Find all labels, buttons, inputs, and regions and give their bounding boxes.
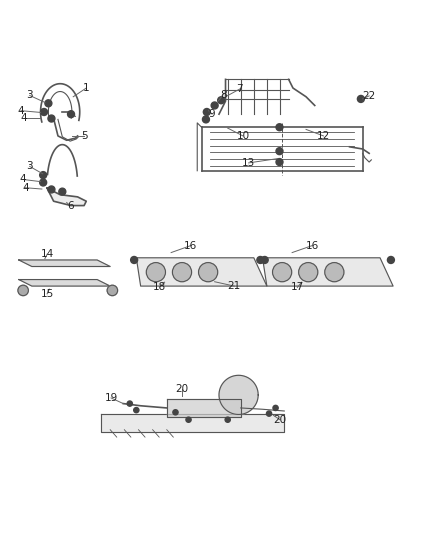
Text: 14: 14 (40, 249, 54, 260)
Text: 10: 10 (237, 131, 250, 141)
Text: 4: 4 (22, 183, 28, 193)
Text: 9: 9 (209, 109, 215, 119)
Circle shape (202, 116, 209, 123)
Circle shape (203, 109, 210, 116)
Text: 4: 4 (21, 112, 27, 123)
Circle shape (40, 172, 47, 179)
Circle shape (18, 285, 28, 296)
Circle shape (131, 256, 138, 263)
Text: 16: 16 (306, 240, 319, 251)
Circle shape (272, 263, 292, 282)
Circle shape (107, 285, 117, 296)
Circle shape (48, 186, 55, 193)
Text: 16: 16 (184, 240, 198, 251)
Text: 20: 20 (176, 384, 189, 394)
Circle shape (276, 148, 283, 155)
Polygon shape (262, 258, 393, 286)
Text: 13: 13 (242, 158, 255, 168)
Text: 3: 3 (26, 91, 33, 100)
Text: 1: 1 (83, 83, 89, 93)
Circle shape (173, 263, 191, 282)
Circle shape (41, 109, 47, 116)
Circle shape (299, 263, 318, 282)
Circle shape (146, 263, 166, 282)
Circle shape (257, 256, 264, 263)
Text: 15: 15 (40, 289, 54, 299)
Circle shape (325, 263, 344, 282)
Circle shape (211, 102, 218, 109)
Text: 4: 4 (20, 174, 26, 184)
Circle shape (225, 417, 230, 422)
Circle shape (276, 124, 283, 131)
Circle shape (134, 408, 139, 413)
Circle shape (48, 115, 55, 122)
Circle shape (218, 97, 225, 104)
Circle shape (388, 256, 394, 263)
Polygon shape (219, 375, 258, 415)
Circle shape (67, 111, 74, 118)
Text: 20: 20 (273, 415, 286, 425)
Polygon shape (136, 258, 267, 286)
Text: 17: 17 (291, 282, 304, 293)
Circle shape (261, 256, 268, 263)
Text: 5: 5 (81, 131, 88, 141)
Text: 7: 7 (237, 84, 243, 94)
Circle shape (357, 95, 364, 102)
Circle shape (40, 179, 47, 186)
Circle shape (186, 417, 191, 422)
Text: 6: 6 (67, 200, 74, 211)
Polygon shape (102, 415, 284, 432)
Text: 12: 12 (317, 131, 330, 141)
Text: 4: 4 (18, 106, 24, 116)
Polygon shape (47, 188, 86, 206)
Circle shape (59, 188, 66, 195)
Text: 22: 22 (363, 91, 376, 101)
Text: 21: 21 (228, 281, 241, 291)
Text: 3: 3 (26, 161, 33, 172)
Circle shape (45, 100, 52, 107)
Circle shape (276, 158, 283, 166)
Text: 18: 18 (153, 282, 166, 292)
Text: 8: 8 (220, 90, 226, 100)
Polygon shape (19, 260, 110, 266)
Circle shape (173, 410, 178, 415)
Circle shape (266, 411, 272, 416)
Polygon shape (19, 279, 110, 286)
Text: 19: 19 (104, 393, 118, 403)
Circle shape (273, 405, 278, 410)
Circle shape (127, 401, 132, 406)
Circle shape (198, 263, 218, 282)
Polygon shape (167, 399, 241, 417)
